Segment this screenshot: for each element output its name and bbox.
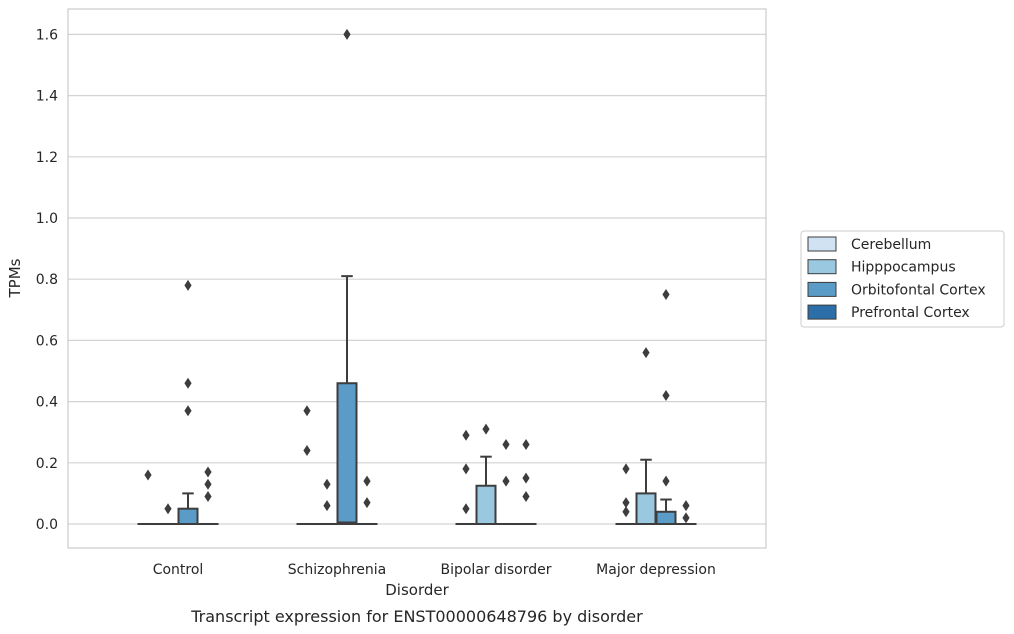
outlier-point xyxy=(303,405,311,417)
outlier-point xyxy=(622,497,630,509)
series-group xyxy=(177,28,677,526)
legend-label: Orbitofontal Cortex xyxy=(851,282,986,298)
outlier-point xyxy=(462,463,470,475)
outlier-point xyxy=(502,438,510,450)
outlier-point xyxy=(144,469,152,481)
legend-frame xyxy=(800,230,1005,328)
x-tick-label: Major depression xyxy=(596,562,716,578)
x-tick-label: Schizophrenia xyxy=(288,562,386,578)
legend-swatch xyxy=(807,281,837,297)
y-tick-label: 0.8 xyxy=(36,272,58,288)
outlier-point xyxy=(343,28,351,40)
outlier-point xyxy=(682,512,690,524)
outlier-point xyxy=(184,377,192,389)
outlier-point xyxy=(682,500,690,512)
y-tick-label: 1.2 xyxy=(36,150,58,166)
outlier-point xyxy=(662,475,670,487)
x-tick-label: Bipolar disorder xyxy=(440,562,551,578)
outlier-point xyxy=(662,289,670,300)
outlier-point xyxy=(184,279,192,291)
legend-label: Cerebellum xyxy=(851,237,931,253)
outlier-point xyxy=(622,506,630,518)
y-tick-label: 0.6 xyxy=(36,333,58,349)
y-tick-label: 1.6 xyxy=(36,27,58,43)
x-axis-title: Disorder xyxy=(385,581,449,599)
box xyxy=(635,492,657,525)
y-tick-label: 0.4 xyxy=(36,395,58,411)
outlier-point xyxy=(622,463,630,475)
x-tick-labels: Control Schizophrenia Bipolar disorder Majo… xyxy=(153,562,716,578)
box xyxy=(655,510,677,526)
outlier-point xyxy=(204,478,212,490)
y-axis-title: TPMs xyxy=(6,258,24,298)
series-group xyxy=(137,405,637,526)
legend-swatch xyxy=(807,236,837,252)
outlier-point xyxy=(184,405,192,417)
x-tick-label: Control xyxy=(153,562,204,578)
outlier-point xyxy=(482,423,490,435)
outlier-point xyxy=(303,445,311,457)
box-plot-series xyxy=(137,28,697,526)
plot-frame xyxy=(67,8,767,549)
outlier-point xyxy=(522,490,530,502)
outlier-point xyxy=(204,490,212,502)
y-tick-label: 0.0 xyxy=(36,517,58,533)
y-tick-label: 1.0 xyxy=(36,211,58,227)
legend-swatch xyxy=(807,259,837,275)
outlier-point xyxy=(204,466,212,478)
y-tick-labels: 0.0 0.2 0.4 0.6 0.8 1.0 1.2 1.4 1.6 xyxy=(36,27,58,533)
outlier-point xyxy=(642,347,650,359)
box xyxy=(177,507,199,526)
outlier-point xyxy=(462,503,470,515)
outlier-point xyxy=(363,475,371,487)
grid-lines xyxy=(68,33,766,525)
y-tick-label: 0.2 xyxy=(36,456,58,472)
series-group xyxy=(197,438,697,526)
outlier-point xyxy=(323,478,331,490)
outlier-point xyxy=(662,389,670,401)
chart-caption: Transcript expression for ENST0000064879… xyxy=(190,607,643,626)
box xyxy=(336,382,358,525)
outlier-point xyxy=(164,503,172,515)
y-tick-label: 1.4 xyxy=(36,89,58,105)
outlier-point xyxy=(462,429,470,441)
legend-swatch xyxy=(807,304,837,320)
legend-label: Hipppocampus xyxy=(851,260,956,276)
legend-label: Prefrontal Cortex xyxy=(851,305,970,321)
outlier-point xyxy=(502,475,510,487)
outlier-point xyxy=(363,497,371,509)
outlier-point xyxy=(522,438,530,450)
legend: Cerebellum Hipppocampus Orbitofontal Corte… xyxy=(800,230,1005,328)
series-group xyxy=(157,347,657,526)
outlier-point xyxy=(323,500,331,512)
box xyxy=(475,484,497,525)
outlier-point xyxy=(522,472,530,484)
